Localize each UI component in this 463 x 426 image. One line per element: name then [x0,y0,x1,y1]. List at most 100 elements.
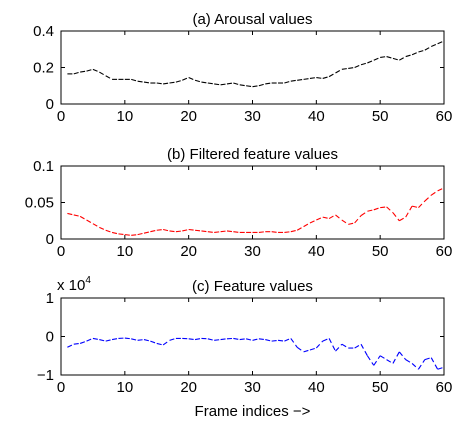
line-segment [239,338,247,341]
line-segment [214,339,221,341]
line-segment [380,206,387,209]
line-segment [73,342,81,345]
line-segment [348,66,355,69]
line-segment [233,82,240,86]
line-segment [309,347,317,351]
line-segment [73,214,81,217]
y-tick-label: 0.1 [33,158,54,175]
x-tick-label: 60 [436,379,453,396]
line-segment [424,357,432,361]
line-segment [277,339,285,342]
line-segment [143,339,151,342]
y-multiplier: x 104 [57,275,91,294]
line-segment [169,81,176,84]
line-segment [220,230,228,233]
line-segment [297,78,304,81]
line-segment [79,340,87,344]
line-segment [86,219,94,225]
line-segment [131,78,138,82]
line-segment [220,83,228,86]
line-segment [398,351,407,360]
line-segment [392,57,400,61]
line-segment [411,51,419,56]
x-tick-label: 50 [372,243,389,260]
line-segment [367,59,375,64]
line-segment [354,215,362,224]
line-segment [188,228,196,231]
line-segment [290,79,298,82]
line-segment [156,82,164,85]
line-segment [252,85,259,88]
line-segment [296,226,304,231]
line-segment [271,231,279,233]
line-segment [284,80,291,84]
line-segment [265,82,272,85]
y-multiplier-base: x 10 [57,277,85,294]
line-segment [194,229,202,232]
line-segment [143,231,151,234]
panel-arousal-values: (a) Arousal values 0 10 20 30 40 50 60 0 0.2 0.4 [33,11,452,125]
line-segment [150,340,157,344]
line-segment [258,338,266,341]
line-segment [188,338,196,341]
line-segment [67,212,74,216]
line-segment [341,343,349,349]
line-segment [131,234,138,236]
x-tick-label: 0 [57,243,65,260]
line-segment [143,81,151,84]
line-segment [386,359,394,364]
line-segment [175,79,183,83]
line-segment [303,222,311,228]
line-segment [86,337,94,342]
line-segment [315,340,324,349]
x-tick-label: 20 [180,379,197,396]
line-segment [335,68,343,74]
y-multiplier-exponent: 4 [85,275,91,286]
y-tick-label: 0.2 [33,60,54,77]
line-segment [182,77,189,81]
line-segment [296,346,304,353]
line-segment [418,200,426,208]
line-segment [207,82,215,85]
x-tick-label: 50 [372,379,389,396]
line-segment [124,337,132,340]
line-segment [226,230,234,233]
line-segment [322,216,330,220]
line-segment [246,85,253,88]
line-segment [105,339,113,342]
x-tick-label: 40 [308,243,325,260]
line-segment [424,46,432,51]
line-segment [309,76,317,79]
line-segment [437,366,445,370]
line-segment [386,56,394,59]
line-segment [169,337,177,341]
x-tick-label: 60 [436,243,453,260]
line-segment [80,70,87,73]
line-segment [252,338,260,341]
line-segment [118,233,125,236]
x-tick-label: 10 [116,379,133,396]
x-tick-label: 0 [57,108,65,125]
line-segment [73,71,81,75]
line-segment [405,54,413,58]
line-segment [360,343,368,357]
line-segment [341,67,349,70]
line-segment [354,64,362,69]
line-segment [156,342,164,346]
panel-filtered-feature-values: (b) Filtered feature values 0 10 20 30 40 50 60… [25,146,453,260]
line-segment [411,363,419,370]
panel-title: (b) Filtered feature values [167,146,338,163]
line-segment [111,337,119,341]
y-tick-label: −1 [37,367,54,384]
x-tick-label: 50 [372,108,389,125]
line-segment [163,228,170,232]
line-segment [233,231,240,233]
series-line [67,337,445,370]
line-segment [194,337,202,341]
x-tick-label: 20 [180,243,197,260]
y-tick-label: 1 [46,290,54,307]
line-segment [137,339,145,341]
line-segment [169,230,176,233]
x-tick-label: 10 [116,243,133,260]
